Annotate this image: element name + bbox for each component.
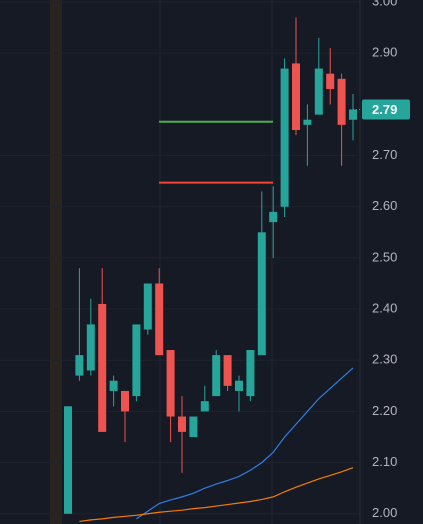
y-tick-label: 2.20: [372, 403, 397, 418]
candle-body: [132, 324, 141, 397]
candle-body: [121, 390, 129, 412]
candle-body: [337, 78, 346, 125]
moving-average: [136, 367, 354, 520]
candle-body: [269, 211, 278, 223]
moving-average: [79, 467, 354, 523]
y-tick-label: 3.00: [372, 0, 397, 8]
candle-body: [200, 401, 209, 412]
candle-body: [280, 68, 289, 207]
candle-body: [246, 350, 255, 397]
candle-body: [143, 283, 152, 330]
candle-body: [98, 303, 107, 432]
last-price-badge: [362, 99, 410, 120]
candle-body: [64, 406, 72, 514]
candle-body: [223, 355, 232, 386]
session-shade: [50, 0, 62, 524]
y-tick-label: 2.60: [372, 198, 397, 213]
y-tick-label: 2.00: [372, 505, 397, 520]
candle-body: [212, 355, 221, 397]
y-tick-label: 2.90: [372, 45, 397, 60]
candle-body: [178, 416, 186, 432]
candle-body: [155, 283, 164, 356]
candle-body: [75, 355, 84, 376]
candle-body: [303, 119, 312, 125]
candle-body: [257, 232, 266, 356]
y-tick-label: 2.10: [372, 454, 397, 469]
candle-body: [166, 350, 175, 417]
candle-body: [326, 73, 335, 90]
candle-body: [235, 380, 243, 391]
candle-body: [314, 68, 323, 115]
candle-body: [292, 63, 300, 130]
y-tick-label: 2.50: [372, 249, 397, 264]
candle-body: [349, 109, 357, 120]
candle-body: [109, 380, 118, 391]
candle-body: [86, 324, 95, 371]
y-tick-label: 2.40: [372, 301, 397, 316]
y-tick-label: 2.30: [372, 352, 397, 367]
candle-body: [189, 416, 198, 438]
y-tick-label: 2.70: [372, 147, 397, 162]
last-price-label: 2.79: [372, 102, 397, 117]
